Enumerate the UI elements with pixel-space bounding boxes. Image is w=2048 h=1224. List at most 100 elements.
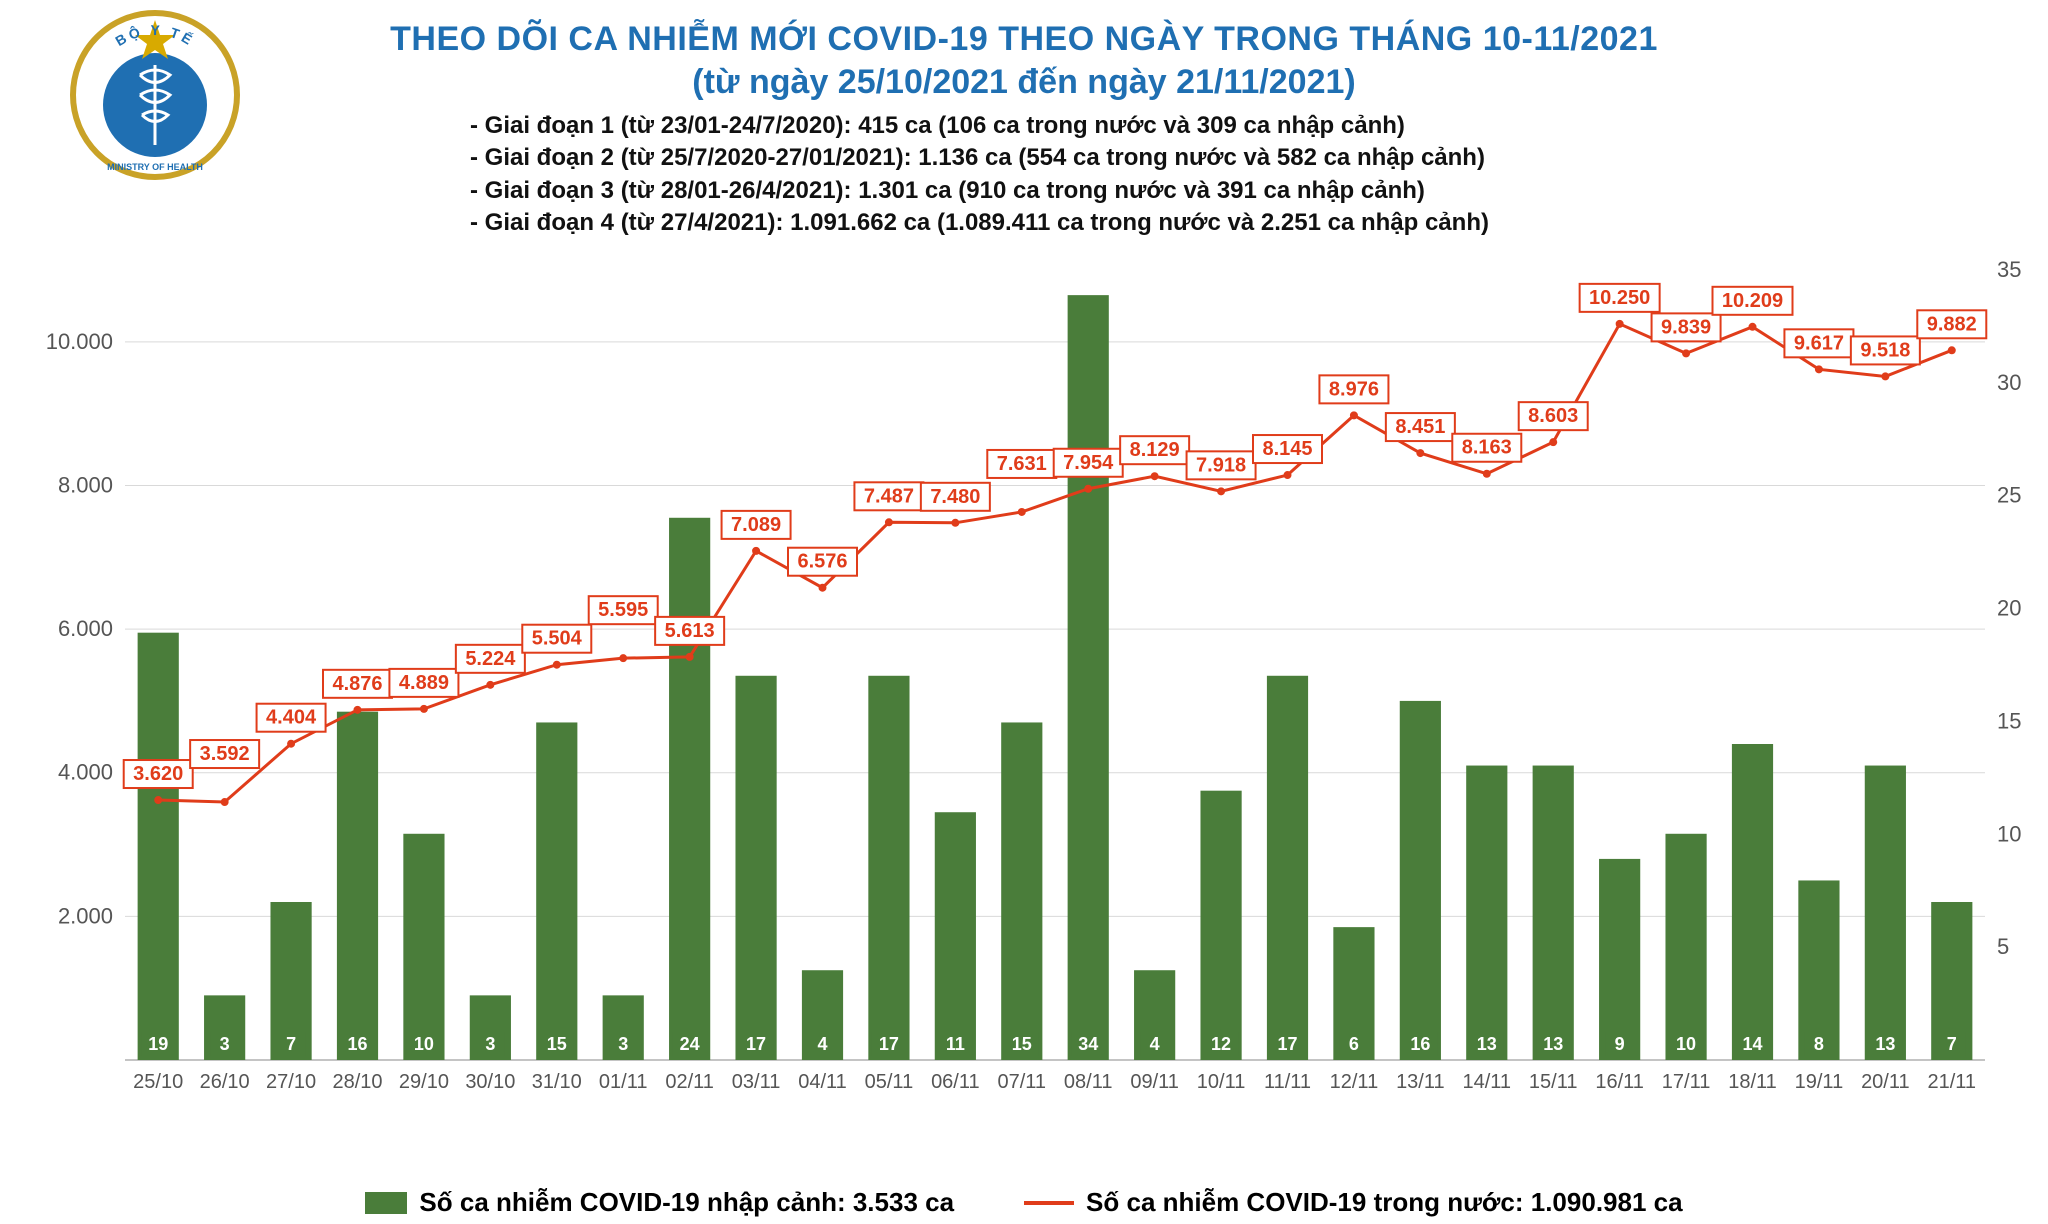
svg-text:10.000: 10.000 [46,329,113,354]
svg-text:30/10: 30/10 [465,1071,515,1093]
svg-text:8.000: 8.000 [58,472,113,497]
bar [1599,859,1640,1060]
svg-text:03/11: 03/11 [732,1071,781,1093]
svg-text:19/11: 19/11 [1795,1071,1844,1093]
svg-text:04/11: 04/11 [798,1071,847,1093]
bar [1267,676,1308,1060]
svg-text:4.889: 4.889 [399,672,449,694]
info-line: - Giai đoạn 3 (từ 28/01-26/4/2021): 1.30… [470,175,1489,207]
bar [403,834,444,1060]
svg-text:13/11: 13/11 [1396,1071,1445,1093]
svg-text:5.504: 5.504 [532,628,583,650]
legend-bar: Số ca nhiễm COVID-19 nhập cảnh: 3.533 ca [365,1187,954,1218]
svg-text:19: 19 [148,1034,168,1054]
bar [1466,766,1507,1060]
svg-text:35: 35 [1997,260,2021,282]
svg-text:15/11: 15/11 [1529,1071,1578,1093]
svg-text:9.617: 9.617 [1794,332,1844,354]
svg-text:4.000: 4.000 [58,760,113,785]
svg-text:7.487: 7.487 [864,485,914,507]
svg-text:17: 17 [1277,1034,1297,1054]
svg-text:4.404: 4.404 [266,707,317,729]
bar [536,722,577,1060]
title-line-1: THEO DÕI CA NHIỄM MỚI COVID-19 THEO NGÀY… [0,20,2048,59]
svg-text:15: 15 [547,1034,567,1054]
svg-text:30: 30 [1997,370,2021,395]
svg-text:27/10: 27/10 [266,1071,316,1093]
svg-text:31/10: 31/10 [532,1071,582,1093]
svg-text:26/10: 26/10 [200,1071,250,1093]
svg-text:10: 10 [414,1034,434,1054]
svg-text:16: 16 [1410,1034,1430,1054]
svg-text:25: 25 [1997,483,2021,508]
svg-text:7: 7 [286,1034,296,1054]
svg-text:9.839: 9.839 [1661,316,1711,338]
svg-text:8.163: 8.163 [1462,437,1512,459]
svg-text:08/11: 08/11 [1064,1071,1113,1093]
bar [1533,766,1574,1060]
svg-text:8.976: 8.976 [1329,378,1379,400]
svg-text:7.954: 7.954 [1063,452,1114,474]
svg-text:13: 13 [1875,1034,1895,1054]
bar [669,518,710,1060]
svg-text:9: 9 [1615,1034,1625,1054]
svg-text:6.000: 6.000 [58,616,113,641]
svg-text:02/11: 02/11 [665,1071,714,1093]
svg-text:5.224: 5.224 [465,648,516,670]
svg-text:25/10: 25/10 [133,1071,183,1093]
covid-chart: 2.000 4.000 6.000 8.000 10.000 5 10 15 20 25 30 35 1… [0,260,2048,1180]
svg-text:7: 7 [1947,1034,1957,1054]
svg-text:3: 3 [485,1034,495,1054]
svg-text:8.603: 8.603 [1528,405,1578,427]
bar [138,633,179,1060]
svg-text:5: 5 [1997,934,2009,959]
info-line: - Giai đoạn 2 (từ 25/7/2020-27/01/2021):… [470,142,1489,174]
svg-text:12/11: 12/11 [1330,1071,1379,1093]
svg-text:20: 20 [1997,596,2021,621]
svg-text:8.145: 8.145 [1262,438,1312,460]
bar [1200,791,1241,1060]
svg-text:2.000: 2.000 [58,903,113,928]
svg-text:15: 15 [1012,1034,1032,1054]
bar [1732,744,1773,1060]
svg-text:16: 16 [347,1034,367,1054]
svg-text:6: 6 [1349,1034,1359,1054]
bar [935,812,976,1060]
svg-text:4: 4 [817,1034,827,1054]
svg-text:18/11: 18/11 [1728,1071,1777,1093]
svg-text:17: 17 [879,1034,899,1054]
svg-text:3: 3 [220,1034,230,1054]
chart-title: THEO DÕI CA NHIỄM MỚI COVID-19 THEO NGÀY… [0,20,2048,102]
svg-text:06/11: 06/11 [931,1071,980,1093]
bar [868,676,909,1060]
bar [1068,295,1109,1060]
bar [1865,766,1906,1060]
svg-text:15: 15 [1997,708,2021,733]
info-line: - Giai đoạn 1 (từ 23/01-24/7/2020): 415 … [470,110,1489,142]
bar [1665,834,1706,1060]
svg-text:29/10: 29/10 [399,1071,449,1093]
svg-text:10: 10 [1997,821,2021,846]
title-line-2: (từ ngày 25/10/2021 đến ngày 21/11/2021) [0,63,2048,102]
svg-text:10/11: 10/11 [1197,1071,1246,1093]
svg-text:6.576: 6.576 [797,551,847,573]
svg-text:34: 34 [1078,1034,1098,1054]
legend-line-swatch [1024,1201,1074,1205]
svg-text:3: 3 [618,1034,628,1054]
bar [1400,701,1441,1060]
svg-text:07/11: 07/11 [997,1071,1046,1093]
svg-text:14/11: 14/11 [1462,1071,1511,1093]
legend-bar-label: Số ca nhiễm COVID-19 nhập cảnh: 3.533 ca [419,1187,954,1218]
svg-text:7.480: 7.480 [930,486,980,508]
legend-bar-swatch [365,1192,407,1214]
svg-text:3.620: 3.620 [133,763,183,785]
svg-text:10: 10 [1676,1034,1696,1054]
svg-text:17/11: 17/11 [1662,1071,1711,1093]
svg-text:01/11: 01/11 [599,1071,648,1093]
svg-text:11/11: 11/11 [1264,1071,1311,1093]
svg-text:7.631: 7.631 [997,453,1047,475]
svg-text:9.518: 9.518 [1860,339,1910,361]
svg-text:21/11: 21/11 [1927,1071,1976,1093]
svg-text:14: 14 [1742,1034,1762,1054]
svg-text:16/11: 16/11 [1595,1071,1644,1093]
